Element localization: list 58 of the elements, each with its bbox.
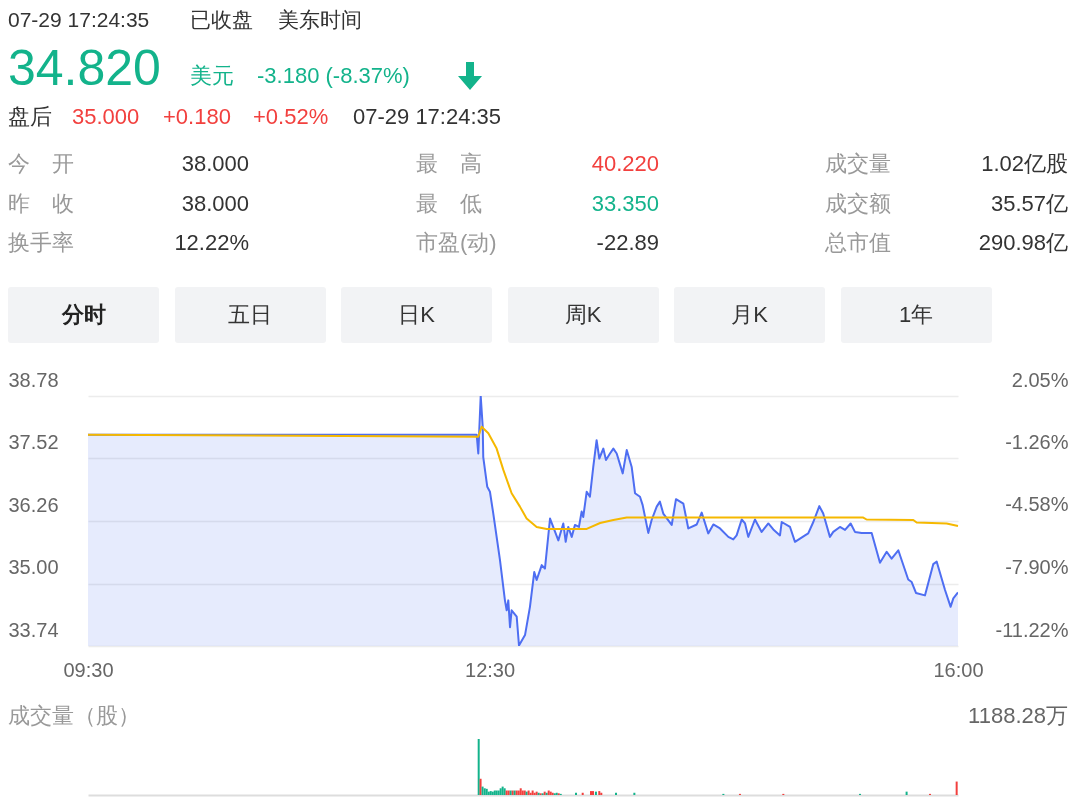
text: 换手率 bbox=[8, 230, 74, 256]
bar bbox=[633, 792, 636, 795]
tab-button: 日K bbox=[341, 287, 492, 343]
x-tick-label: 12:30 bbox=[465, 658, 516, 681]
tab-button: 周K bbox=[507, 287, 659, 343]
x-tick-label: 09:30 bbox=[63, 658, 114, 681]
text: 美元 bbox=[190, 63, 234, 89]
bar bbox=[477, 739, 480, 795]
tab-button: 五日 bbox=[174, 287, 326, 343]
text: 成交额 bbox=[825, 191, 891, 217]
y2-tick-label: -11.22% bbox=[995, 618, 1069, 641]
text: 已收盘 bbox=[190, 8, 253, 32]
x-tick-label: 16:00 bbox=[933, 658, 984, 681]
text: 290.98亿 bbox=[978, 230, 1068, 256]
y-tick-label: 37.52 bbox=[8, 431, 59, 453]
bar bbox=[581, 792, 584, 795]
tab-button: 分时 bbox=[8, 287, 159, 343]
y-tick-label: 33.74 bbox=[8, 618, 59, 641]
text: +0.180 bbox=[163, 104, 231, 130]
text: 33.350 bbox=[591, 191, 659, 217]
text: 昨 收 bbox=[8, 191, 74, 217]
text: 最 低 bbox=[416, 191, 482, 217]
text: 35.57亿 bbox=[990, 191, 1068, 217]
text: 美东时间 bbox=[278, 8, 362, 32]
text: 07-29 17:24:35 bbox=[8, 8, 150, 32]
text: 市盈(动) bbox=[416, 230, 497, 256]
y-tick-label: 35.00 bbox=[8, 556, 59, 578]
text: 1188.28万 bbox=[968, 703, 1068, 728]
tab-button: 1年 bbox=[840, 287, 992, 343]
text: 38.000 bbox=[181, 191, 249, 217]
bar bbox=[575, 792, 577, 795]
bar bbox=[615, 792, 618, 795]
y-axis-title: 成交量（股） bbox=[8, 703, 140, 728]
text: -22.89 bbox=[596, 230, 659, 256]
tab-button: 月K bbox=[674, 287, 825, 343]
text: 最 高 bbox=[416, 151, 482, 177]
text: 34.820 bbox=[8, 40, 161, 96]
bar bbox=[589, 791, 592, 795]
bar bbox=[479, 778, 482, 795]
y2-tick-label: -4.58% bbox=[1005, 493, 1069, 516]
text: -3.180 (-8.37%) bbox=[257, 63, 410, 89]
text: 35.000 bbox=[72, 104, 140, 130]
text: 12.22% bbox=[174, 230, 249, 256]
y2-tick-label: 2.05% bbox=[1011, 368, 1069, 391]
text: 今 开 bbox=[8, 151, 74, 177]
bar bbox=[955, 781, 958, 795]
text: +0.52% bbox=[253, 104, 329, 130]
text: 38.000 bbox=[181, 151, 249, 177]
text: 07-29 17:24:35 bbox=[353, 104, 502, 130]
text: 1.02亿股 bbox=[981, 151, 1068, 177]
text: 成交量 bbox=[825, 151, 891, 177]
y2-tick-label: -1.26% bbox=[1005, 430, 1069, 453]
y-tick-label: 38.78 bbox=[8, 368, 59, 391]
text: 总市值 bbox=[825, 230, 891, 256]
y-tick-label: 36.26 bbox=[8, 493, 59, 516]
text: 盘后 bbox=[8, 104, 52, 130]
y2-tick-label: -7.90% bbox=[1005, 555, 1069, 578]
text: 40.220 bbox=[591, 151, 659, 177]
